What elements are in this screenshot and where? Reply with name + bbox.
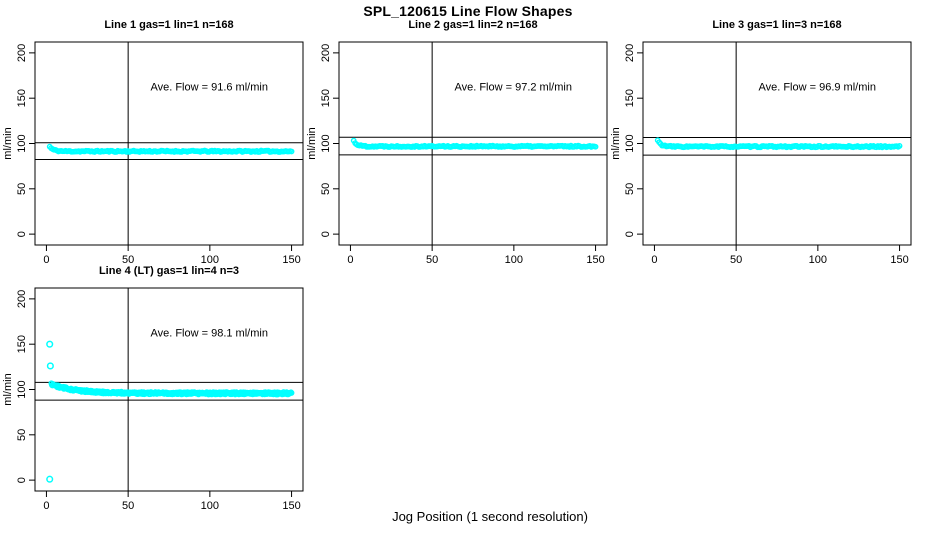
panel-title-line-1: Line 1 gas=1 lin=1 n=168: [104, 19, 234, 31]
svg-text:200: 200: [16, 290, 28, 308]
svg-text:Ave. Flow = 97.2 ml/min: Ave. Flow = 97.2 ml/min: [454, 82, 571, 94]
scatter-plot-line-1: 0 50 100 150 200 0 50 100 150 ml/min Ave. Flow = 9…: [2, 41, 304, 266]
svg-text:150: 150: [624, 89, 636, 107]
svg-text:100: 100: [809, 254, 827, 266]
svg-text:ml/min: ml/min: [306, 127, 318, 159]
scatter-plot-line-3: 0 50 100 150 200 0 50 100 150 ml/min Ave. Flow = 9…: [610, 41, 912, 266]
svg-text:150: 150: [16, 335, 28, 353]
svg-text:150: 150: [890, 254, 908, 266]
svg-text:50: 50: [122, 500, 134, 512]
svg-text:100: 100: [16, 380, 28, 398]
panel-line-3: Line 3 gas=1 lin=3 n=168 0 50 100 150 200 0 50…: [608, 17, 936, 267]
svg-text:200: 200: [16, 44, 28, 62]
svg-text:ml/min: ml/min: [2, 127, 14, 159]
svg-text:0: 0: [16, 477, 28, 483]
panel-title-line-4: Line 4 (LT) gas=1 lin=4 n=3: [98, 265, 240, 277]
svg-text:0: 0: [43, 500, 49, 512]
svg-text:150: 150: [16, 89, 28, 107]
svg-text:200: 200: [320, 44, 332, 62]
panel-title-line-2: Line 2 gas=1 lin=2 n=168: [408, 19, 538, 31]
figure-xlabel: Jog Position (1 second resolution): [392, 509, 588, 524]
svg-text:50: 50: [320, 183, 332, 195]
svg-text:100: 100: [624, 134, 636, 152]
svg-text:Ave. Flow = 91.6 ml/min: Ave. Flow = 91.6 ml/min: [150, 82, 267, 94]
svg-text:ml/min: ml/min: [2, 373, 14, 405]
panel-line-1: Line 1 gas=1 lin=1 n=168 0 50 100 150 200 0 50…: [0, 17, 330, 267]
svg-text:100: 100: [320, 134, 332, 152]
svg-text:0: 0: [320, 231, 332, 237]
panel-line-4: Line 4 (LT) gas=1 lin=4 n=3 0 50 100 150 200…: [0, 263, 330, 513]
svg-text:0: 0: [43, 254, 49, 266]
figure-title: SPL_120615 Line Flow Shapes: [363, 3, 573, 19]
svg-text:50: 50: [730, 254, 742, 266]
svg-text:150: 150: [586, 254, 604, 266]
svg-text:0: 0: [624, 231, 636, 237]
svg-text:50: 50: [122, 254, 134, 266]
svg-text:ml/min: ml/min: [610, 127, 622, 159]
svg-text:50: 50: [624, 183, 636, 195]
svg-text:100: 100: [16, 134, 28, 152]
svg-text:0: 0: [651, 254, 657, 266]
scatter-plot-line-4: 0 50 100 150 200 0 50 100 150 ml/min Ave. Flow = 9…: [2, 287, 304, 512]
svg-text:0: 0: [16, 231, 28, 237]
svg-text:200: 200: [624, 44, 636, 62]
svg-text:0: 0: [347, 254, 353, 266]
svg-text:150: 150: [282, 500, 300, 512]
svg-text:Ave. Flow = 96.9 ml/min: Ave. Flow = 96.9 ml/min: [758, 82, 875, 94]
svg-text:50: 50: [16, 429, 28, 441]
svg-text:100: 100: [201, 254, 219, 266]
svg-text:100: 100: [505, 254, 523, 266]
panel-title-line-3: Line 3 gas=1 lin=3 n=168: [712, 19, 842, 31]
svg-text:Ave. Flow = 98.1 ml/min: Ave. Flow = 98.1 ml/min: [150, 328, 267, 340]
svg-text:150: 150: [320, 89, 332, 107]
svg-text:100: 100: [201, 500, 219, 512]
svg-text:50: 50: [426, 254, 438, 266]
panel-line-2: Line 2 gas=1 lin=2 n=168 0 50 100 150 200 0 50…: [304, 17, 634, 267]
scatter-plot-line-2: 0 50 100 150 200 0 50 100 150 ml/min Ave. Flow = 9…: [306, 41, 608, 266]
svg-text:150: 150: [282, 254, 300, 266]
svg-text:50: 50: [16, 183, 28, 195]
